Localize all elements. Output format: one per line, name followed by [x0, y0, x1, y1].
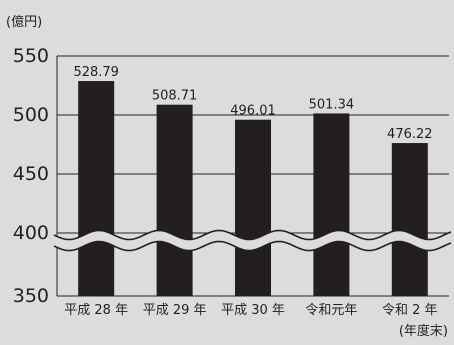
unit-label: (億円)	[6, 14, 42, 30]
bar	[156, 104, 193, 296]
y-tick-label: 400	[13, 222, 49, 244]
bar	[235, 119, 271, 297]
break-line	[53, 229, 452, 241]
value-label: 501.34	[309, 97, 355, 112]
y-tick-label: 350	[13, 285, 49, 307]
bar	[391, 143, 428, 296]
y-tick-label: 450	[13, 163, 49, 185]
x-tick-labels: 平成 28 年平成 29 年平成 30 年 令和元年 令和 2 年	[64, 303, 437, 318]
value-label: 508.71	[152, 89, 198, 104]
bars	[78, 81, 428, 297]
x-tick-label: 令和 2 年	[382, 303, 438, 318]
bar	[78, 81, 115, 296]
x-tick-label: 令和元年	[305, 303, 357, 318]
period-label: (年度末)	[399, 323, 448, 339]
x-tick-label: 平成 28 年	[64, 303, 128, 318]
value-label: 496.01	[230, 104, 276, 119]
y-tick-label: 500	[13, 104, 49, 126]
break-band	[54, 230, 451, 251]
bar	[313, 113, 350, 297]
break-line	[53, 240, 452, 252]
value-label: 476.22	[387, 127, 433, 142]
y-tick-label: 550	[13, 45, 49, 67]
y-tick-labels: 550 500 450 400 350	[13, 45, 49, 307]
axis-break	[53, 229, 452, 252]
value-labels: 528.79 508.71 496.01 501.34 476.22	[73, 65, 432, 142]
x-tick-label: 平成 29 年	[143, 303, 207, 318]
value-label: 528.79	[73, 65, 119, 80]
x-tick-label: 平成 30 年	[221, 303, 285, 318]
